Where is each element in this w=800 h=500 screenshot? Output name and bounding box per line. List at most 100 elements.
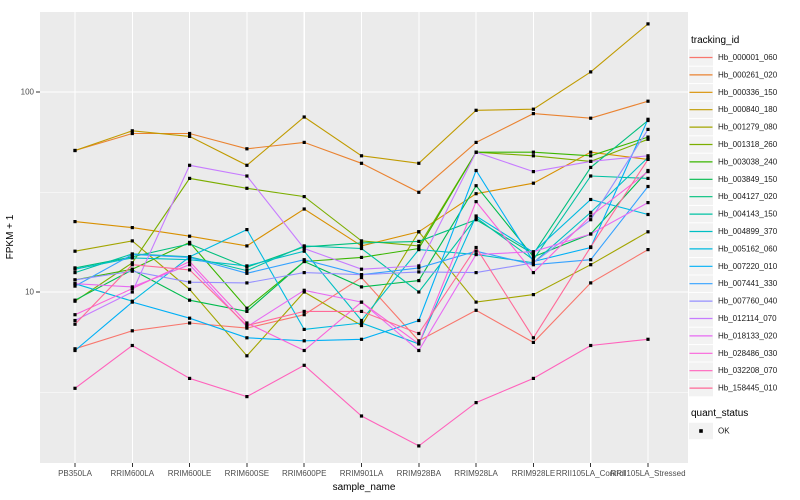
legend-entry: Hb_007220_010 [689,258,778,275]
data-point [646,230,650,234]
legend-entry: Hb_000336_150 [689,84,778,101]
legend-entry: Hb_018133_020 [689,327,778,345]
data-point [130,269,134,273]
data-point [130,300,134,304]
legend-entry: Hb_004899_370 [689,223,778,240]
data-point [188,287,192,291]
data-point [417,279,421,283]
data-point [589,263,593,267]
data-point [646,154,650,158]
data-point [589,159,593,163]
data-point [417,230,421,234]
data-point [531,293,535,297]
data-point [359,273,364,277]
data-point [188,316,192,320]
data-point [474,214,478,218]
data-point [130,287,134,291]
legend-entry-label: Hb_018133_020 [718,331,778,340]
data-point [73,267,77,271]
data-point [589,210,593,214]
data-point [589,150,593,154]
data-point [188,234,192,238]
data-point [531,107,535,111]
data-point [359,161,364,165]
legend-entry: Hb_003849_150 [689,171,778,188]
data-point [474,108,478,112]
data-point [245,186,249,190]
data-point [73,386,77,390]
data-point [302,258,306,262]
data-point [73,298,77,302]
legend-entry-label: Hb_001279_080 [718,123,778,132]
data-point [531,376,535,380]
data-point [130,129,134,133]
data-point [646,201,650,205]
data-point [474,252,478,257]
data-point [245,309,249,313]
legend-entry: Hb_004143_150 [689,205,778,223]
data-point [474,200,478,204]
data-point [73,347,77,351]
legend-entry-label: Hb_001318_260 [718,140,778,149]
data-point [130,290,134,294]
data-point [359,267,364,271]
data-point [130,256,134,260]
data-point [130,261,134,265]
legend-entry-label: Hb_004143_150 [718,210,778,219]
data-point [417,339,421,343]
legend-entry-label: Hb_000261_020 [718,70,778,79]
data-point [474,218,478,222]
data-point [359,321,364,325]
data-point [531,255,535,259]
data-point [417,270,421,274]
data-point [589,281,593,285]
data-point [417,342,421,346]
legend-entry-label: Hb_000001_060 [718,53,778,62]
data-point [302,327,306,331]
data-point [73,271,77,275]
legend-entry: Hb_001318_260 [689,136,778,153]
legend-title-tracking-id: tracking_id [691,35,739,46]
data-point [73,348,77,353]
x-tick-label: RRIM901LA [340,469,384,478]
x-tick-label: RRII105LA_Stressed [610,469,685,478]
legend-entry: Hb_000261_020 [689,66,778,84]
data-point [359,276,364,280]
data-point [531,340,535,344]
x-axis-title: sample_name [333,482,396,493]
data-point [130,239,134,243]
data-point [73,249,77,253]
data-point [646,117,650,121]
data-point [531,181,535,185]
data-point [245,163,249,167]
data-point [417,248,421,252]
legend-entry-label: OK [718,427,730,436]
data-point [302,195,306,199]
data-point [646,22,650,26]
data-point [188,176,192,180]
x-tick-label: RRII105LA_Control [556,469,626,478]
data-point [646,337,650,341]
x-tick-label: RRIM928LE [512,469,556,478]
data-point [417,190,421,194]
legend-entry-label: Hb_158445_010 [718,384,778,393]
data-point [245,354,249,358]
x-tick-label: RRIM600PE [282,469,326,478]
legend-entry-label: Hb_004899_370 [718,227,778,236]
data-point [130,252,134,257]
data-point [417,348,421,353]
legend-entry-label: Hb_003849_150 [718,175,778,184]
legend-entry: Hb_004127_020 [689,188,778,205]
data-point [474,401,478,405]
data-point [73,282,77,286]
legend-entry: Hb_003038_240 [689,153,778,171]
data-point [302,244,306,248]
legend-entry-label: Hb_007441_330 [718,279,778,288]
legend-entry-label: Hb_005162_060 [718,244,778,253]
data-point [474,192,478,196]
data-point [130,226,134,230]
legend-entry-label: Hb_007760_040 [718,297,778,306]
data-point [474,216,478,220]
axis-ticks [36,91,649,467]
